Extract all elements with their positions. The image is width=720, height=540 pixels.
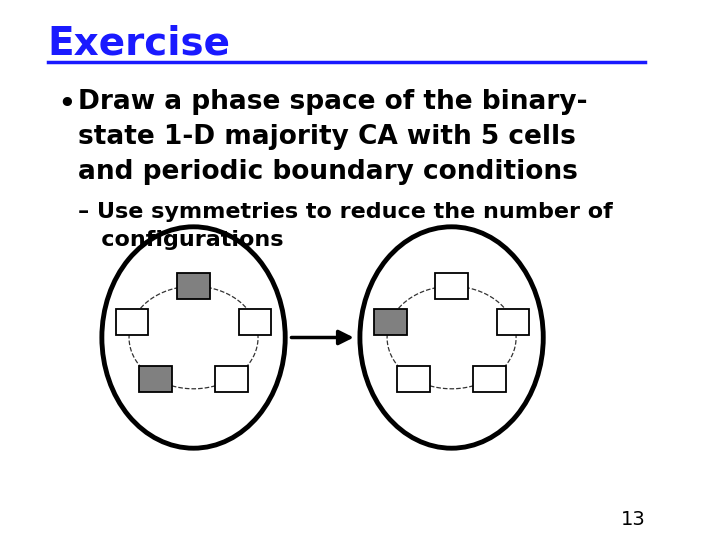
Bar bbox=[116, 309, 148, 335]
Bar bbox=[140, 366, 172, 392]
Bar bbox=[473, 366, 506, 392]
Bar bbox=[177, 273, 210, 299]
Text: Draw a phase space of the binary-
state 1-D majority CA with 5 cells
and periodi: Draw a phase space of the binary- state … bbox=[78, 89, 588, 185]
Bar bbox=[238, 309, 271, 335]
Bar bbox=[215, 366, 248, 392]
Text: – Use symmetries to reduce the number of
   configurations: – Use symmetries to reduce the number of… bbox=[78, 202, 613, 251]
Text: •: • bbox=[58, 89, 76, 120]
Bar bbox=[374, 309, 407, 335]
Text: Exercise: Exercise bbox=[48, 24, 230, 62]
Text: 13: 13 bbox=[621, 510, 645, 529]
Bar bbox=[497, 309, 529, 335]
Bar bbox=[436, 273, 468, 299]
Bar bbox=[397, 366, 430, 392]
